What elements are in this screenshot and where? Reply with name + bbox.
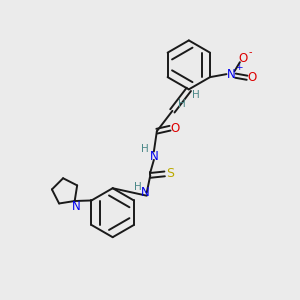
Text: N: N (149, 150, 158, 164)
Text: S: S (167, 167, 175, 180)
Text: N: N (72, 200, 81, 213)
Text: N: N (141, 186, 150, 199)
Text: H: H (141, 144, 149, 154)
Text: H: H (192, 90, 200, 100)
Text: O: O (239, 52, 248, 65)
Text: -: - (248, 47, 252, 57)
Text: O: O (171, 122, 180, 135)
Text: H: H (134, 182, 142, 192)
Text: +: + (236, 63, 243, 72)
Text: O: O (247, 71, 256, 84)
Text: N: N (226, 68, 235, 81)
Text: H: H (178, 99, 186, 109)
